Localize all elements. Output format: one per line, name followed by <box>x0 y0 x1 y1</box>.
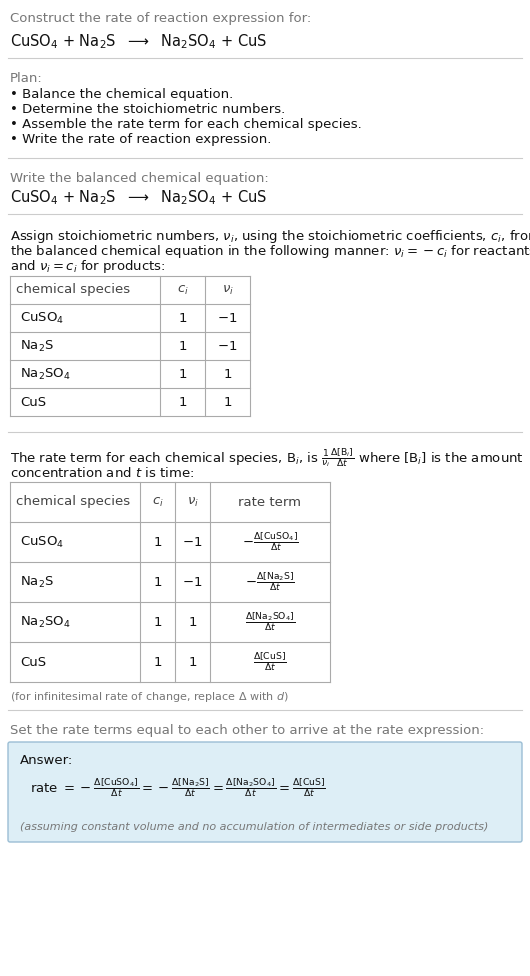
Text: 1: 1 <box>188 656 197 669</box>
Text: Construct the rate of reaction expression for:: Construct the rate of reaction expressio… <box>10 12 311 25</box>
Text: CuSO$_4$ + Na$_2$S  $\longrightarrow$  Na$_2$SO$_4$ + CuS: CuSO$_4$ + Na$_2$S $\longrightarrow$ Na$… <box>10 32 267 51</box>
Text: Na$_2$SO$_4$: Na$_2$SO$_4$ <box>20 366 70 382</box>
Text: Plan:: Plan: <box>10 72 43 85</box>
Text: 1: 1 <box>188 616 197 629</box>
Text: $-1$: $-1$ <box>217 340 237 352</box>
Text: $-\frac{\Delta[\mathrm{Na_2S}]}{\Delta t}$: $-\frac{\Delta[\mathrm{Na_2S}]}{\Delta t… <box>245 571 295 593</box>
Text: the balanced chemical equation in the following manner: $\nu_i = -c_i$ for react: the balanced chemical equation in the fo… <box>10 243 530 260</box>
Text: Na$_2$S: Na$_2$S <box>20 575 54 590</box>
Text: Na$_2$S: Na$_2$S <box>20 339 54 353</box>
Text: 1: 1 <box>178 395 187 409</box>
Text: Set the rate terms equal to each other to arrive at the rate expression:: Set the rate terms equal to each other t… <box>10 724 484 737</box>
Text: 1: 1 <box>178 368 187 381</box>
Text: $c_i$: $c_i$ <box>152 496 163 508</box>
Text: • Assemble the rate term for each chemical species.: • Assemble the rate term for each chemic… <box>10 118 362 131</box>
Text: Write the balanced chemical equation:: Write the balanced chemical equation: <box>10 172 269 185</box>
Text: 1: 1 <box>178 340 187 352</box>
Text: CuS: CuS <box>20 395 46 409</box>
Text: Na$_2$SO$_4$: Na$_2$SO$_4$ <box>20 615 70 630</box>
Text: 1: 1 <box>178 311 187 324</box>
Text: CuSO$_4$: CuSO$_4$ <box>20 535 64 549</box>
Text: 1: 1 <box>153 576 162 589</box>
Text: chemical species: chemical species <box>16 496 130 508</box>
Text: 1: 1 <box>223 395 232 409</box>
Text: The rate term for each chemical species, B$_i$, is $\frac{1}{\nu_i}\frac{\Delta[: The rate term for each chemical species,… <box>10 446 524 468</box>
Text: 1: 1 <box>153 656 162 669</box>
Text: Answer:: Answer: <box>20 754 73 767</box>
Text: • Determine the stoichiometric numbers.: • Determine the stoichiometric numbers. <box>10 103 285 116</box>
FancyBboxPatch shape <box>8 742 522 842</box>
Text: $\frac{\Delta[\mathrm{CuS}]}{\Delta t}$: $\frac{\Delta[\mathrm{CuS}]}{\Delta t}$ <box>253 651 287 673</box>
Text: rate term: rate term <box>238 496 302 508</box>
Text: $-1$: $-1$ <box>217 311 237 324</box>
Text: $-1$: $-1$ <box>182 576 202 589</box>
Text: $c_i$: $c_i$ <box>176 283 188 297</box>
Text: (assuming constant volume and no accumulation of intermediates or side products): (assuming constant volume and no accumul… <box>20 822 488 832</box>
Text: 1: 1 <box>153 536 162 549</box>
Text: $\nu_i$: $\nu_i$ <box>222 283 234 297</box>
Text: $-1$: $-1$ <box>182 536 202 549</box>
Text: chemical species: chemical species <box>16 283 130 297</box>
Text: 1: 1 <box>153 616 162 629</box>
Text: CuSO$_4$: CuSO$_4$ <box>20 310 64 326</box>
Text: $-\frac{\Delta[\mathrm{CuSO_4}]}{\Delta t}$: $-\frac{\Delta[\mathrm{CuSO_4}]}{\Delta … <box>242 531 298 553</box>
Text: • Balance the chemical equation.: • Balance the chemical equation. <box>10 88 233 101</box>
Text: CuS: CuS <box>20 656 46 669</box>
Text: CuSO$_4$ + Na$_2$S  $\longrightarrow$  Na$_2$SO$_4$ + CuS: CuSO$_4$ + Na$_2$S $\longrightarrow$ Na$… <box>10 188 267 207</box>
Text: $\nu_i$: $\nu_i$ <box>187 496 198 508</box>
Text: 1: 1 <box>223 368 232 381</box>
Text: rate $= -\frac{\Delta[\mathrm{CuSO_4}]}{\Delta t} = -\frac{\Delta[\mathrm{Na_2S}: rate $= -\frac{\Delta[\mathrm{CuSO_4}]}{… <box>30 776 326 799</box>
Text: $\frac{\Delta[\mathrm{Na_2SO_4}]}{\Delta t}$: $\frac{\Delta[\mathrm{Na_2SO_4}]}{\Delta… <box>245 611 295 633</box>
Text: • Write the rate of reaction expression.: • Write the rate of reaction expression. <box>10 133 271 146</box>
Text: (for infinitesimal rate of change, replace Δ with $d$): (for infinitesimal rate of change, repla… <box>10 690 289 704</box>
Text: concentration and $t$ is time:: concentration and $t$ is time: <box>10 466 194 480</box>
Text: and $\nu_i = c_i$ for products:: and $\nu_i = c_i$ for products: <box>10 258 165 275</box>
Text: Assign stoichiometric numbers, $\nu_i$, using the stoichiometric coefficients, $: Assign stoichiometric numbers, $\nu_i$, … <box>10 228 530 245</box>
